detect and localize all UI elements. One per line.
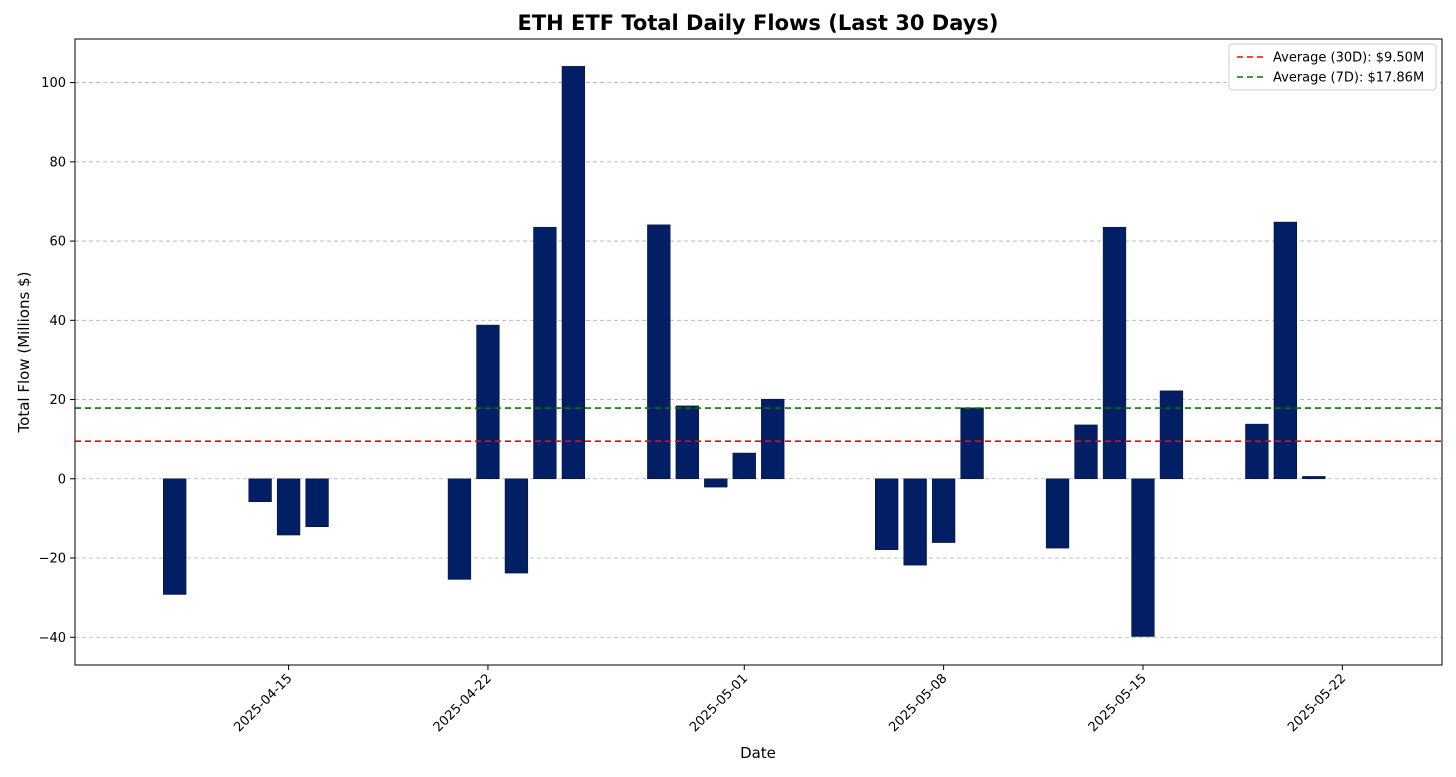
bar-2025-05-14 xyxy=(1102,226,1127,480)
bar-2025-04-28 xyxy=(647,224,671,480)
bar-2025-04-29 xyxy=(675,405,699,480)
y-axis-label: Total Flow (Millions $) xyxy=(15,272,33,434)
bar-2025-05-21 xyxy=(1302,476,1326,480)
legend-entry: Average (7D): $17.86M xyxy=(1273,71,1424,86)
reference-lines xyxy=(75,407,1442,442)
x-tick-label: 2025-05-01 xyxy=(687,671,751,735)
bars xyxy=(163,66,1326,637)
y-tick-label: 60 xyxy=(49,235,66,250)
bar-2025-05-06 xyxy=(875,478,899,550)
bar-2025-04-30 xyxy=(704,478,728,488)
bar-2025-05-19 xyxy=(1245,423,1269,480)
bar-2025-05-09 xyxy=(960,407,984,480)
x-axis-label: Date xyxy=(740,744,776,762)
y-tick-label: 80 xyxy=(49,155,66,170)
bar-2025-04-25 xyxy=(561,66,586,480)
grid-lines xyxy=(75,82,1442,638)
bar-2025-05-01 xyxy=(732,452,756,480)
bar-2025-05-20 xyxy=(1273,221,1298,480)
bar-2025-05-07 xyxy=(903,478,927,566)
bar-2025-05-13 xyxy=(1074,424,1098,480)
y-axis-ticks: −40 −20 0 20 40 60 80 100 xyxy=(39,76,75,646)
bar-2025-05-15 xyxy=(1131,478,1155,637)
bar-2025-04-16 xyxy=(305,478,329,527)
y-tick-label: 40 xyxy=(49,314,66,329)
bar-2025-04-14 xyxy=(248,478,272,503)
bar-2025-05-08 xyxy=(931,478,956,543)
legend-box xyxy=(1228,43,1437,91)
chart-title: ETH ETF Total Daily Flows (Last 30 Days) xyxy=(517,11,998,35)
legend: Average (30D): $9.50M Average (7D): $17.8… xyxy=(1228,43,1437,91)
bar-2025-04-23 xyxy=(504,478,529,574)
bar-2025-04-24 xyxy=(533,226,557,480)
x-tick-label: 2025-05-22 xyxy=(1285,671,1349,735)
y-tick-label: −40 xyxy=(39,631,66,646)
bar-2025-04-22 xyxy=(476,324,500,480)
x-axis-ticks: 2025-04-15 2025-04-22 2025-05-01 2025-05-08… xyxy=(231,665,1349,735)
bar-2025-05-02 xyxy=(761,398,785,480)
x-tick-label: 2025-05-08 xyxy=(886,671,950,735)
y-tick-label: 20 xyxy=(49,393,66,408)
x-tick-label: 2025-04-22 xyxy=(431,671,495,735)
y-tick-label: −20 xyxy=(39,552,66,567)
x-tick-label: 2025-04-15 xyxy=(231,671,295,735)
y-tick-label: 100 xyxy=(41,76,66,91)
plot-area-frame xyxy=(74,38,1443,666)
bar-2025-05-16 xyxy=(1159,390,1184,480)
legend-entry: Average (30D): $9.50M xyxy=(1273,51,1424,66)
bar-2025-05-12 xyxy=(1045,478,1070,549)
x-tick-label: 2025-05-15 xyxy=(1086,671,1150,735)
bar-2025-04-21 xyxy=(447,478,472,580)
bar-2025-04-15 xyxy=(276,478,301,536)
y-tick-label: 0 xyxy=(58,472,66,487)
bar-2025-04-11 xyxy=(163,478,187,595)
